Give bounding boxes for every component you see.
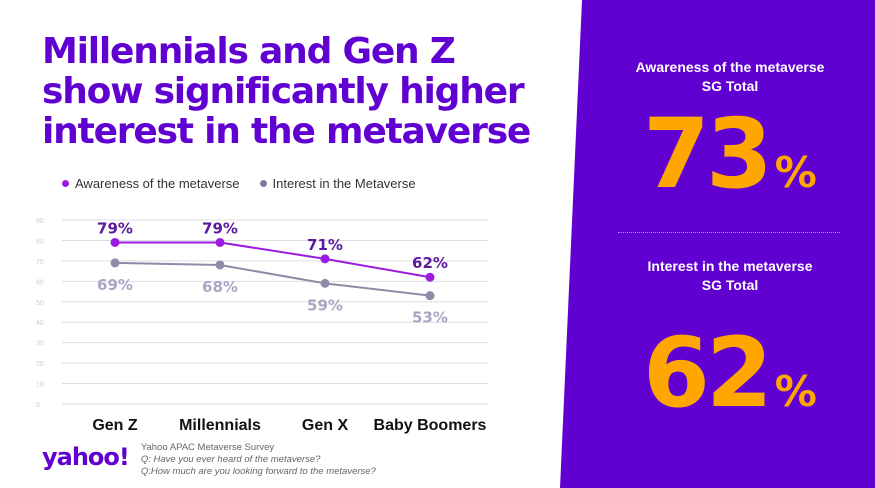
legend-marker-interest: [259, 180, 267, 187]
data-point-0-3: [425, 272, 435, 282]
awareness-stat-label-line-2: SG Total: [701, 78, 759, 94]
data-point-1-1: [215, 260, 225, 270]
data-label-0-1: 79%: [202, 219, 238, 237]
awareness-stat-label-line-1: Awareness of the metaverse: [635, 59, 825, 75]
data-point-1-0: [110, 258, 120, 268]
y-tick-label-0: 0: [36, 402, 40, 409]
y-tick-label-10: 10: [36, 382, 44, 389]
data-label-1-1: 68%: [202, 278, 238, 296]
footer-question-1: Q: Have you ever heard of the metaverse?: [140, 454, 321, 465]
x-tick-label-3: Baby Boomers: [374, 417, 487, 434]
y-tick-label-80: 80: [36, 238, 44, 245]
line-chart: 0 10 20 30 40 50 60 70 80 90 Gen Z Millennials Gen X…: [36, 218, 488, 434]
data-point-0-0: [110, 237, 120, 247]
stats-divider: [618, 232, 840, 233]
interest-stat-label-line-1: Interest in the metaverse: [647, 258, 813, 274]
y-tick-label-90: 90: [36, 218, 44, 225]
yahoo-logo: yahoo!: [42, 443, 130, 471]
interest-stat-label: Interest in the metaverse SG Total: [612, 257, 848, 295]
x-tick-label-0: Gen Z: [92, 417, 138, 434]
footer: yahoo! Yahoo APAC Metaverse Survey Q: Ha…: [42, 442, 376, 478]
chart-legend: Awareness of the metaverse Interest in t…: [62, 176, 416, 191]
interest-stat: Interest in the metaverse SG Total 62%: [612, 257, 848, 429]
y-tick-label-70: 70: [36, 259, 44, 266]
y-tick-label-20: 20: [36, 361, 44, 368]
series-line-1: [114, 261, 431, 297]
awareness-stat-label: Awareness of the metaverse SG Total: [612, 58, 848, 96]
title-line-2: show significantly higher: [42, 71, 525, 112]
data-label-1-2: 59%: [307, 296, 343, 314]
data-point-1-3: [425, 291, 435, 301]
awareness-stat: Awareness of the metaverse SG Total 73%: [612, 58, 848, 210]
awareness-stat-unit: %: [774, 148, 817, 197]
data-label-0-0: 79%: [97, 219, 133, 237]
y-tick-label-60: 60: [36, 279, 44, 286]
legend-marker-awareness: [62, 180, 69, 187]
data-label-0-2: 71%: [307, 236, 343, 254]
interest-stat-number: 62: [643, 317, 773, 429]
series-line-0: [115, 241, 431, 279]
legend-label-awareness: Awareness of the metaverse: [75, 176, 240, 191]
interest-stat-label-line-2: SG Total: [701, 277, 759, 293]
legend-item-awareness: Awareness of the metaverse: [62, 176, 240, 191]
x-tick-label-1: Millennials: [179, 417, 261, 434]
page-title: Millennials and Gen Z show significantly…: [42, 32, 562, 152]
footer-source: Yahoo APAC Metaverse Survey: [140, 442, 275, 453]
title-line-3: interest in the metaverse: [42, 111, 531, 152]
awareness-stat-number: 73: [643, 98, 773, 210]
interest-stat-unit: %: [774, 367, 817, 416]
data-point-0-1: [215, 237, 225, 247]
legend-item-interest: Interest in the Metaverse: [259, 176, 416, 191]
interest-stat-value: 62%: [612, 317, 848, 429]
awareness-stat-value: 73%: [612, 98, 848, 210]
y-tick-label-40: 40: [36, 320, 44, 327]
data-point-0-2: [320, 254, 330, 264]
legend-label-interest: Interest in the Metaverse: [272, 176, 416, 191]
footer-notes: Yahoo APAC Metaverse Survey Q: Have you …: [141, 442, 376, 478]
x-tick-label-2: Gen X: [302, 417, 349, 434]
data-label-0-3: 62%: [412, 254, 448, 272]
data-label-1-0: 69%: [97, 276, 133, 294]
data-label-1-3: 53%: [412, 309, 448, 327]
footer-question-2: Q:How much are you looking forward to th…: [140, 466, 376, 477]
y-tick-label-30: 30: [36, 341, 44, 348]
y-tick-label-50: 50: [36, 300, 44, 307]
title-line-1: Millennials and Gen Z: [42, 31, 456, 72]
data-point-1-2: [320, 278, 330, 288]
